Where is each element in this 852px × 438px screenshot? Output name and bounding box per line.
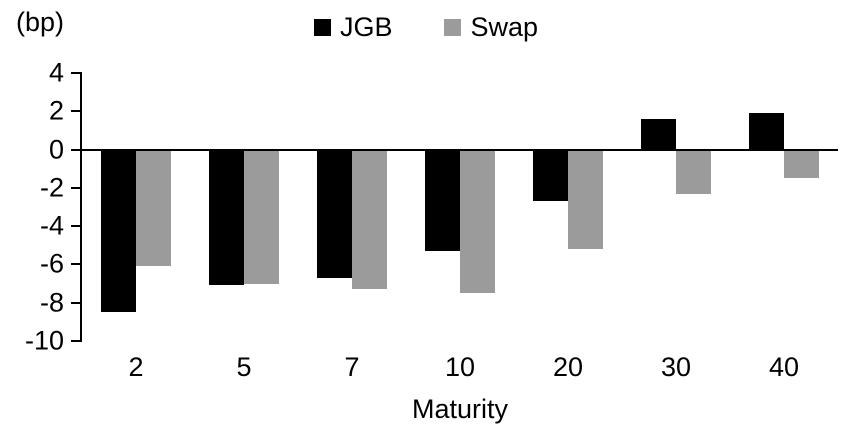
y-axis-tick-label: -8 [39, 287, 64, 318]
bar-jgb-10 [424, 149, 460, 252]
legend-label: Swap [470, 12, 539, 42]
plot-area: 4 2 0 -2 -4 -6 -8 -10 [25, 58, 838, 356]
y-axis-tick-label: 4 [48, 57, 64, 88]
chart-legend: JGB Swap [0, 12, 852, 43]
bar-swap-10 [460, 149, 496, 294]
y-axis-tick-mark [71, 72, 80, 74]
bar-swap-30 [676, 149, 712, 194]
bar-jgb-20 [532, 149, 568, 202]
y-axis-tick-mark [71, 110, 80, 113]
y-axis-line [80, 72, 82, 342]
bar-swap-20 [568, 149, 604, 250]
x-axis-title: Maturity [411, 394, 509, 424]
y-axis-tick-mark [71, 225, 80, 228]
bar-swap-2 [136, 149, 172, 267]
bar-jgb-2 [100, 149, 136, 313]
y-axis-tick-mark [71, 301, 80, 304]
bar-swap-5 [244, 149, 280, 284]
y-axis-unit-label: (bp) [16, 7, 65, 37]
y-axis-tick-label: -10 [24, 325, 64, 356]
y-axis-tick-mark [71, 340, 80, 342]
x-axis-tick-label: 10 [444, 352, 476, 382]
legend-label: JGB [339, 12, 393, 42]
zero-baseline [82, 148, 838, 151]
x-axis-tick-label: 30 [660, 352, 692, 382]
y-axis-tick-label: -4 [39, 210, 64, 241]
y-axis-tick-mark [71, 263, 80, 266]
legend-swatch-icon [313, 19, 331, 36]
legend-swatch-icon [444, 19, 462, 36]
x-axis-tick-label: 7 [344, 352, 360, 382]
y-axis-tick-label: 2 [48, 95, 64, 126]
x-axis-tick-label: 5 [236, 352, 252, 382]
bar-swap-7 [352, 149, 388, 290]
x-axis-tick-label: 20 [552, 352, 584, 382]
bar-jgb-30 [640, 118, 676, 150]
x-axis-tick-labels: 2 5 7 10 20 30 40 [82, 352, 838, 386]
y-axis-tick-label: -6 [39, 248, 64, 279]
bar-jgb-7 [316, 149, 352, 278]
bar-swap-40 [784, 149, 820, 179]
bar-jgb-40 [748, 113, 784, 150]
legend-item-swap: Swap [444, 12, 538, 43]
y-axis-tick-label: -2 [39, 172, 64, 203]
y-axis-tick-mark [71, 186, 80, 189]
legend-item-jgb: JGB [313, 12, 393, 43]
y-axis-tick-label: 0 [48, 134, 64, 165]
x-axis-tick-label: 40 [768, 352, 800, 382]
x-axis-tick-label: 2 [128, 352, 144, 382]
bar-jgb-5 [208, 149, 244, 286]
y-axis-tick-mark [71, 148, 80, 151]
